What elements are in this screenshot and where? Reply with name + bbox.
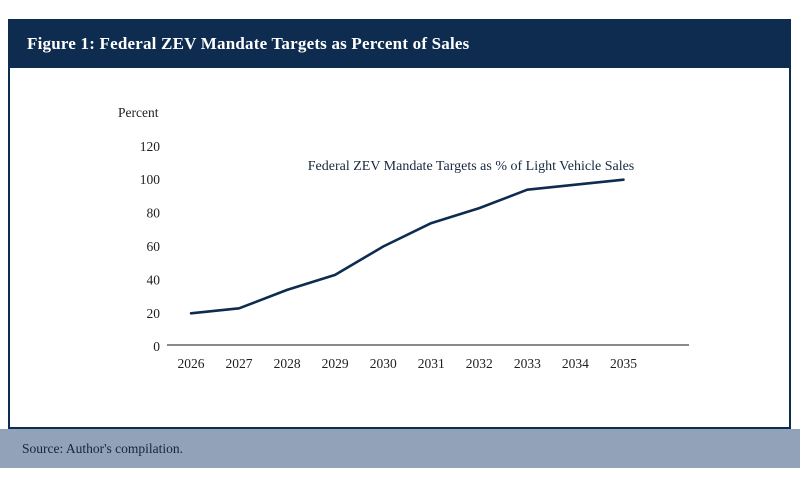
x-tick-label: 2033 [514,356,541,371]
y-tick-label: 60 [147,239,161,254]
y-tick-label: 40 [147,272,161,287]
chart-annotation: Federal ZEV Mandate Targets as % of Ligh… [308,159,635,174]
y-tick-label: 80 [147,206,161,221]
y-axis-label: Percent [118,105,159,120]
x-tick-label: 2028 [274,356,301,371]
y-tick-label: 100 [140,172,161,187]
figure-panel: Figure 1: Federal ZEV Mandate Targets as… [8,19,791,429]
x-tick-label: 2029 [322,356,349,371]
x-tick-label: 2035 [610,356,637,371]
x-tick-label: 2030 [370,356,397,371]
y-tick-label: 120 [140,139,161,154]
chart-area: Percent 0 20 40 60 80 100 120 2026 2027 2028 2029 20… [8,68,791,429]
x-tick-label: 2032 [466,356,493,371]
line-chart: Percent 0 20 40 60 80 100 120 2026 2027 2028 2029 20… [118,105,689,371]
y-tick-label: 0 [153,339,160,354]
figure-title-bar: Figure 1: Federal ZEV Mandate Targets as… [8,19,791,68]
x-tick-label: 2027 [226,356,253,371]
x-tick-label: 2031 [418,356,445,371]
x-tick-label: 2026 [178,356,205,371]
x-tick-label: 2034 [562,356,589,371]
series-line [189,178,625,315]
source-text: Source: Author's compilation. [22,440,184,456]
figure-title: Figure 1: Federal ZEV Mandate Targets as… [27,33,470,53]
y-tick-label: 20 [147,306,161,321]
source-bar: Source: Author's compilation. [0,429,800,468]
